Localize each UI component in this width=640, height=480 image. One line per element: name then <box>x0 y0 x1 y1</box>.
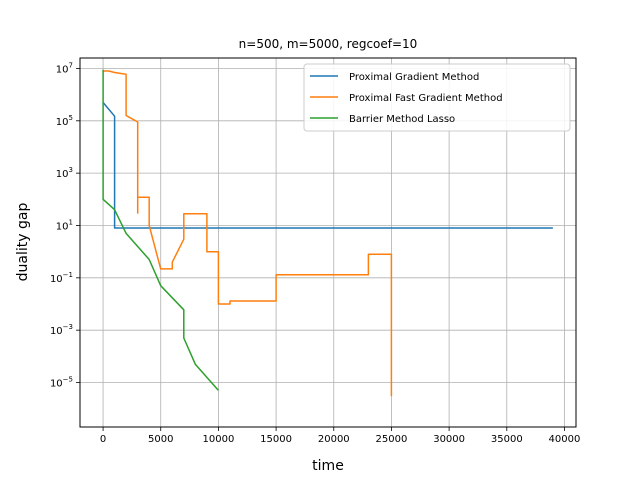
x-tick-label: 5000 <box>148 434 173 445</box>
y-tick-label: 107 <box>56 61 73 75</box>
chart-title: n=500, m=5000, regcoef=10 <box>239 37 418 51</box>
plot-area <box>102 69 553 397</box>
y-tick-label: 10−5 <box>50 376 73 390</box>
y-tick-label: 103 <box>56 166 73 180</box>
y-tick-label: 105 <box>56 114 73 128</box>
x-tick-label: 40000 <box>549 434 581 445</box>
legend-label: Proximal Fast Gradient Method <box>349 93 503 104</box>
x-tick-label: 0 <box>100 434 106 445</box>
x-tick-label: 20000 <box>318 434 350 445</box>
x-tick-label: 10000 <box>203 434 235 445</box>
y-tick-label: 10−3 <box>50 323 73 337</box>
series-line-3 <box>102 69 219 391</box>
series-line-2 <box>103 70 393 397</box>
x-tick-label: 35000 <box>491 434 523 445</box>
x-tick-label: 15000 <box>260 434 292 445</box>
axes-frame <box>79 57 577 428</box>
x-axis: 0 5000 10000 15000 20000 25000 30000 35000 40000 <box>100 427 580 445</box>
x-tick-label: 25000 <box>376 434 408 445</box>
y-axis: 10−5 10−3 10−1 101 103 105 107 <box>50 61 80 390</box>
y-axis-label: duality gap <box>15 203 31 282</box>
legend-box <box>303 63 571 132</box>
legend: Proximal Gradient Method Proximal Fast Gr… <box>303 63 571 132</box>
series-line-1 <box>102 102 553 229</box>
legend-label: Proximal Gradient Method <box>349 72 479 83</box>
x-axis-label: time <box>312 458 344 474</box>
x-tick-label: 30000 <box>433 434 465 445</box>
legend-label: Barrier Method Lasso <box>349 114 455 125</box>
y-tick-label: 101 <box>56 218 73 232</box>
y-tick-label: 10−1 <box>50 271 73 285</box>
